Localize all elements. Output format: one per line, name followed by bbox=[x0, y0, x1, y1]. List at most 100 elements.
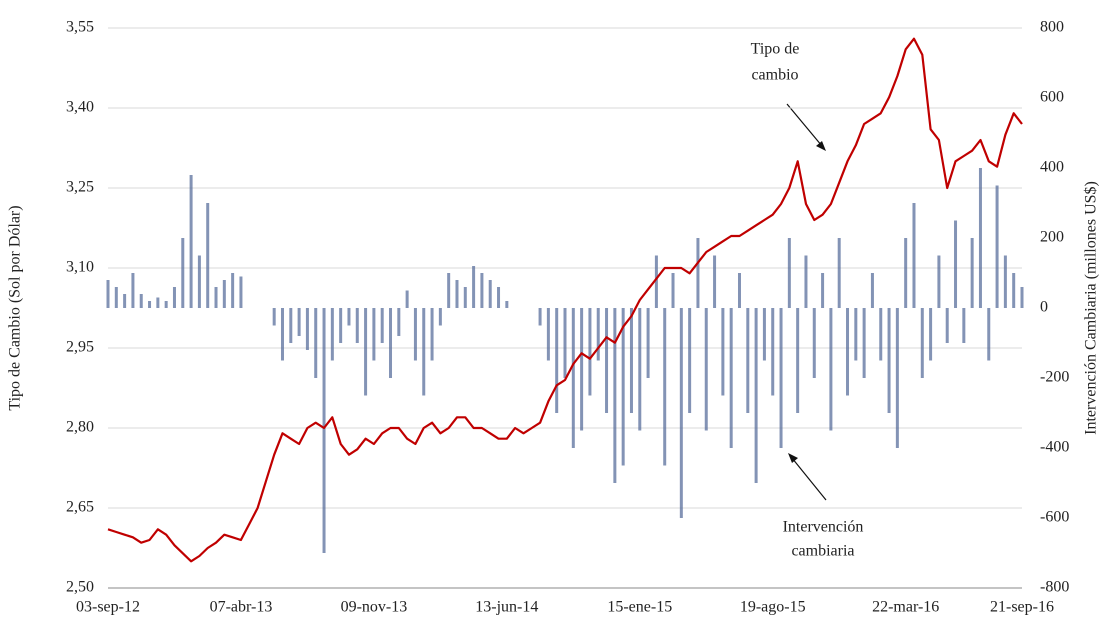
bar bbox=[347, 308, 351, 326]
bar bbox=[222, 280, 226, 308]
bar bbox=[355, 308, 359, 343]
bar bbox=[812, 308, 816, 378]
bar bbox=[580, 308, 584, 431]
bar bbox=[114, 287, 118, 308]
annotation: cambio bbox=[751, 67, 798, 84]
annotation: Tipo de bbox=[751, 41, 800, 58]
y2-tick-label: -200 bbox=[1040, 369, 1069, 386]
bar bbox=[879, 308, 883, 361]
bar bbox=[397, 308, 401, 336]
bar bbox=[771, 308, 775, 396]
bar bbox=[172, 287, 176, 308]
bar bbox=[837, 238, 841, 308]
bar bbox=[621, 308, 625, 466]
bar bbox=[613, 308, 617, 483]
y2-tick-label: -800 bbox=[1040, 579, 1069, 596]
bar bbox=[189, 175, 193, 308]
bar bbox=[231, 273, 235, 308]
bar bbox=[497, 287, 501, 308]
bar bbox=[945, 308, 949, 343]
y2-tick-label: 600 bbox=[1040, 89, 1064, 106]
bar bbox=[197, 255, 201, 308]
y-axis-label: Tipo de Cambio (Sol por Dólar) bbox=[7, 205, 24, 410]
bar bbox=[1003, 255, 1007, 308]
arrow bbox=[786, 103, 827, 501]
bar bbox=[280, 308, 284, 361]
bar bbox=[148, 301, 152, 308]
bar bbox=[389, 308, 393, 378]
bar bbox=[629, 308, 633, 413]
bar bbox=[555, 308, 559, 413]
bar bbox=[671, 273, 675, 308]
bar bbox=[737, 273, 741, 308]
annotation: Intervención bbox=[783, 519, 864, 536]
y2-tick-label: 400 bbox=[1040, 159, 1064, 176]
bar bbox=[430, 308, 434, 361]
bar bbox=[1012, 273, 1016, 308]
bar bbox=[887, 308, 891, 413]
bar bbox=[721, 308, 725, 396]
bar bbox=[463, 287, 467, 308]
bar bbox=[272, 308, 276, 326]
x-tick-label: 15-ene-15 bbox=[607, 599, 672, 616]
bar bbox=[305, 308, 309, 350]
y-tick-label: 2,65 bbox=[66, 499, 94, 516]
x-tick-label: 19-ago-15 bbox=[740, 599, 806, 616]
bar bbox=[314, 308, 318, 378]
bar bbox=[713, 255, 717, 308]
bar bbox=[422, 308, 426, 396]
bar bbox=[605, 308, 609, 413]
bar bbox=[787, 238, 791, 308]
bar bbox=[762, 308, 766, 361]
y-tick-label: 3,10 bbox=[66, 259, 94, 276]
x-tick-label: 21-sep-16 bbox=[990, 599, 1054, 616]
bar bbox=[206, 203, 210, 308]
bar bbox=[123, 294, 127, 308]
x-tick-label: 07-abr-13 bbox=[210, 599, 273, 616]
bar bbox=[663, 308, 667, 466]
bar bbox=[746, 308, 750, 413]
x-tick-label: 09-nov-13 bbox=[341, 599, 408, 616]
bar bbox=[796, 308, 800, 413]
bar bbox=[704, 308, 708, 431]
bar bbox=[380, 308, 384, 343]
bar bbox=[912, 203, 916, 308]
bar bbox=[405, 290, 409, 308]
bar bbox=[754, 308, 758, 483]
bar bbox=[538, 308, 542, 326]
bar bbox=[297, 308, 301, 336]
bar bbox=[987, 308, 991, 361]
bar bbox=[870, 273, 874, 308]
bar bbox=[779, 308, 783, 448]
x-tick-label: 22-mar-16 bbox=[872, 599, 939, 616]
bar bbox=[970, 238, 974, 308]
bar bbox=[729, 308, 733, 448]
bar bbox=[214, 287, 218, 308]
y2-tick-label: 0 bbox=[1040, 299, 1048, 316]
y2-tick-label: 800 bbox=[1040, 19, 1064, 36]
y-tick-label: 2,80 bbox=[66, 419, 94, 436]
bar bbox=[106, 280, 110, 308]
bar bbox=[804, 255, 808, 308]
bar bbox=[480, 273, 484, 308]
y-tick-label: 3,25 bbox=[66, 179, 94, 196]
bar bbox=[854, 308, 858, 361]
y-tick-label: 2,95 bbox=[66, 339, 94, 356]
bar bbox=[1020, 287, 1024, 308]
bar bbox=[954, 220, 958, 308]
y2-tick-label: -600 bbox=[1040, 509, 1069, 526]
bar bbox=[239, 276, 243, 308]
bar bbox=[364, 308, 368, 396]
bar bbox=[563, 308, 567, 378]
y-tick-label: 3,55 bbox=[66, 19, 94, 36]
bar bbox=[330, 308, 334, 361]
y-tick-label: 2,50 bbox=[66, 579, 94, 596]
bar bbox=[289, 308, 293, 343]
bar bbox=[181, 238, 185, 308]
bar bbox=[862, 308, 866, 378]
bar bbox=[438, 308, 442, 326]
line bbox=[107, 37, 1023, 563]
x-tick-label: 13-jun-14 bbox=[475, 599, 538, 616]
bar bbox=[978, 168, 982, 308]
